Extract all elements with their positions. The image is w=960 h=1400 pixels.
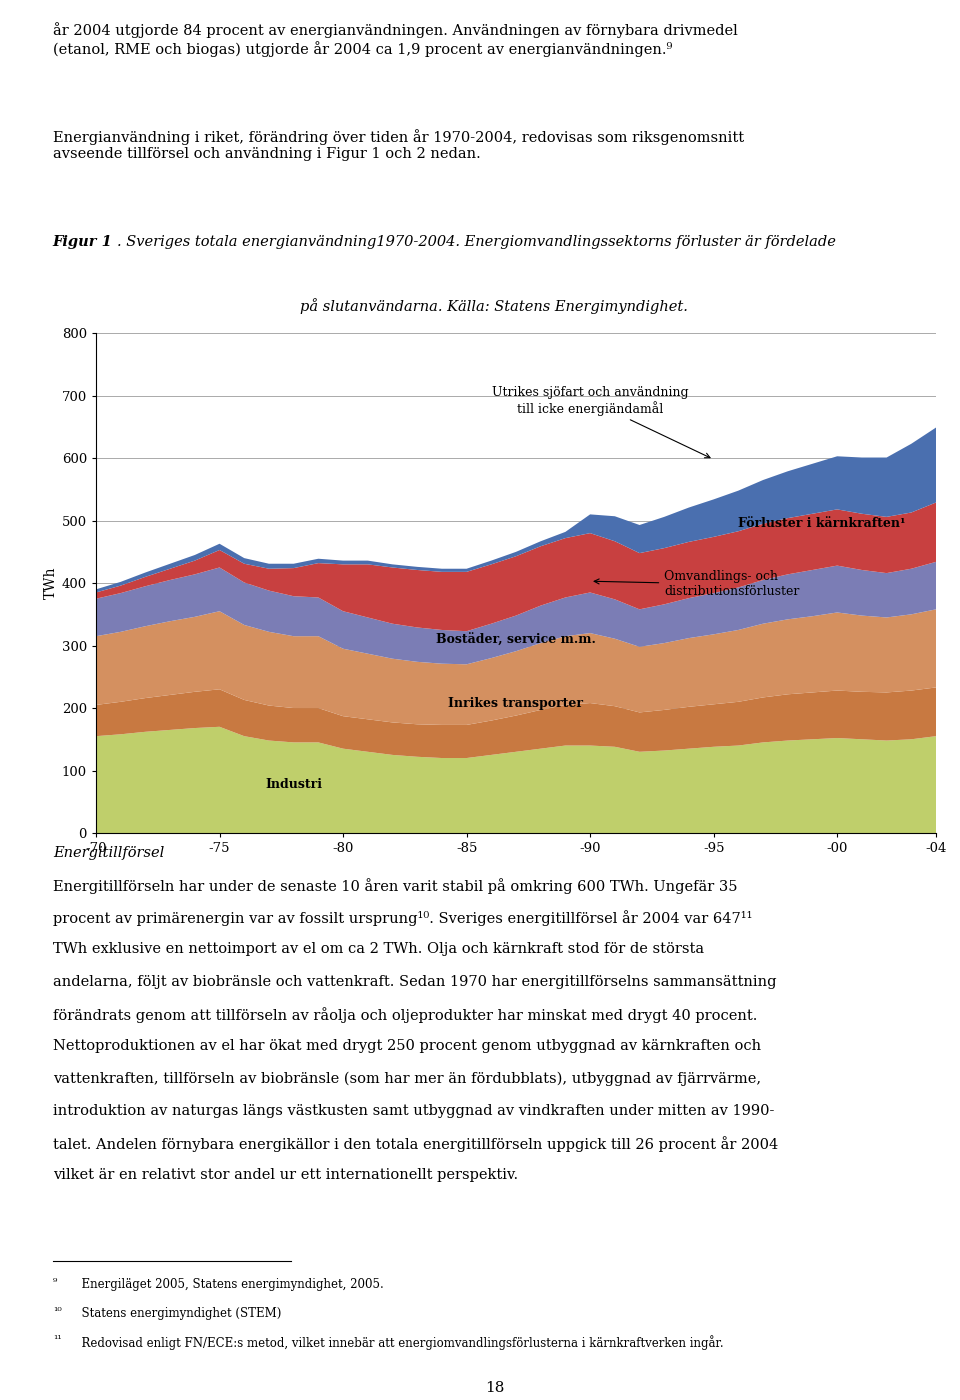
Text: procent av primärenergin var av fossilt ursprung¹⁰. Sveriges energitillförsel år: procent av primärenergin var av fossilt … — [53, 910, 753, 925]
Text: . Sveriges totala energianvändning1970-2004. Energiomvandlingssektorns förluster: . Sveriges totala energianvändning1970-2… — [117, 235, 836, 249]
Text: introduktion av naturgas längs västkusten samt utbyggnad av vindkraften under mi: introduktion av naturgas längs västkuste… — [53, 1103, 774, 1117]
Y-axis label: TWh: TWh — [43, 567, 58, 599]
Text: andelarna, följt av biobränsle och vattenkraft. Sedan 1970 har energitillförseln: andelarna, följt av biobränsle och vatte… — [53, 974, 777, 988]
Text: på slutanvändarna. Källa: Statens Energimyndighet.: på slutanvändarna. Källa: Statens Energi… — [300, 298, 688, 314]
Text: Redovisad enligt FN/ECE:s metod, vilket innebär att energiomvandlingsförlusterna: Redovisad enligt FN/ECE:s metod, vilket … — [74, 1336, 724, 1350]
Text: Utrikes sjöfart och användning
till icke energiändamål: Utrikes sjöfart och användning till icke… — [492, 385, 710, 458]
Text: Inrikes transporter: Inrikes transporter — [448, 697, 584, 710]
Text: Energitillförsel: Energitillförsel — [53, 846, 164, 860]
Text: 18: 18 — [485, 1382, 504, 1396]
Text: år 2004 utgjorde 84 procent av energianvändningen. Användningen av förnybara dri: år 2004 utgjorde 84 procent av energianv… — [53, 22, 737, 57]
Text: Industri: Industri — [265, 778, 323, 791]
Text: TWh exklusive en nettoimport av el om ca 2 TWh. Olja och kärnkraft stod för de s: TWh exklusive en nettoimport av el om ca… — [53, 942, 704, 956]
Text: Omvandlings- och
distributionsförluster: Omvandlings- och distributionsförluster — [594, 570, 800, 598]
Text: Bostäder, service m.m.: Bostäder, service m.m. — [436, 634, 596, 647]
Text: Nettoproduktionen av el har ökat med drygt 250 procent genom utbyggnad av kärnkr: Nettoproduktionen av el har ökat med dry… — [53, 1039, 761, 1053]
Text: Förluster i kärnkraften¹: Förluster i kärnkraften¹ — [738, 517, 906, 531]
Text: vilket är en relativt stor andel ur ett internationellt perspektiv.: vilket är en relativt stor andel ur ett … — [53, 1168, 518, 1182]
Text: Energianvändning i riket, förändring över tiden år 1970-2004, redovisas som riks: Energianvändning i riket, förändring öve… — [53, 129, 744, 161]
Text: ⁹: ⁹ — [53, 1278, 58, 1288]
Text: ¹¹: ¹¹ — [53, 1336, 61, 1345]
Text: Energiläget 2005, Statens energimyndighet, 2005.: Energiläget 2005, Statens energimyndighe… — [74, 1278, 384, 1291]
Text: Energitillförseln har under de senaste 10 åren varit stabil på omkring 600 TWh. : Energitillförseln har under de senaste 1… — [53, 878, 737, 893]
Text: vattenkraften, tillförseln av biobränsle (som har mer än fördubblats), utbyggnad: vattenkraften, tillförseln av biobränsle… — [53, 1071, 761, 1086]
Text: Statens energimyndighet (STEM): Statens energimyndighet (STEM) — [74, 1306, 281, 1320]
Text: talet. Andelen förnybara energikällor i den totala energitillförseln uppgick til: talet. Andelen förnybara energikällor i … — [53, 1135, 778, 1152]
Text: ¹⁰: ¹⁰ — [53, 1306, 61, 1316]
Text: förändrats genom att tillförseln av råolja och oljeprodukter har minskat med dry: förändrats genom att tillförseln av råol… — [53, 1007, 757, 1023]
Text: Figur 1: Figur 1 — [53, 235, 112, 249]
